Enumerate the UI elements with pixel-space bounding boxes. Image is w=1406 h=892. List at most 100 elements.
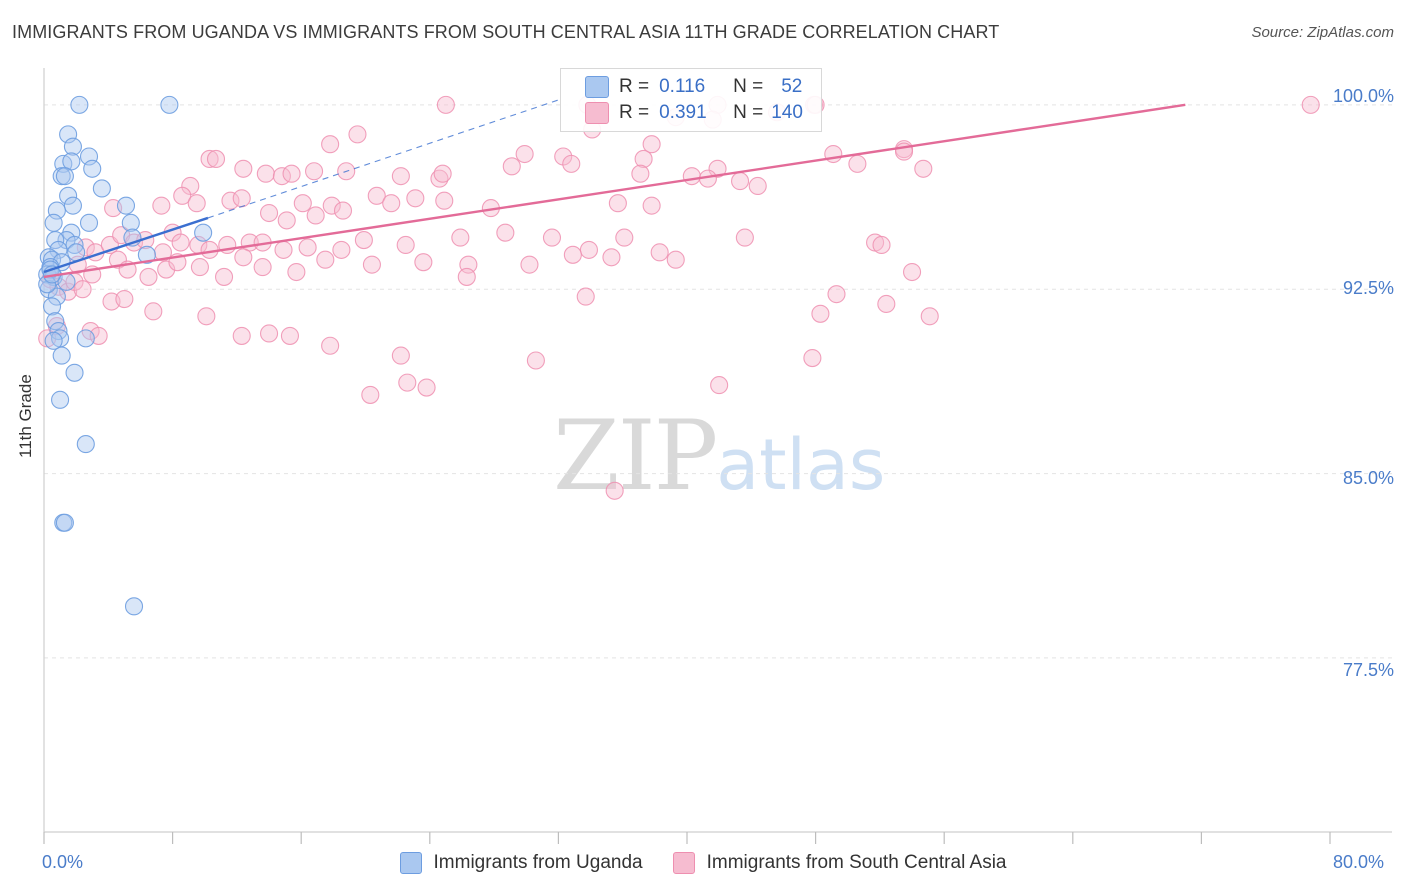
point-south-central-asia-125 xyxy=(920,307,939,326)
series-legend: Immigrants from Uganda Immigrants from S… xyxy=(0,852,1406,874)
legend-n-value-uganda: 52 xyxy=(781,76,803,97)
point-south-central-asia-53 xyxy=(367,186,386,205)
point-uganda-9 xyxy=(55,167,74,186)
legend-swatch-south-central-asia xyxy=(585,102,609,124)
legend-r-label: R = xyxy=(619,102,650,123)
point-south-central-asia-22 xyxy=(708,159,727,178)
point-south-central-asia-80 xyxy=(496,223,515,242)
axes xyxy=(43,68,1392,844)
point-south-central-asia-131 xyxy=(877,294,896,314)
legend-r-value-uganda: 0.116 xyxy=(659,76,706,97)
x-tick-max: 80.0% xyxy=(1333,852,1385,872)
point-uganda-40 xyxy=(44,331,63,350)
point-south-central-asia-74 xyxy=(274,240,293,259)
point-south-central-asia-59 xyxy=(642,196,661,215)
legend-label-uganda: Immigrants from Uganda xyxy=(433,852,643,873)
point-uganda-12 xyxy=(116,196,136,215)
point-south-central-asia-25 xyxy=(206,149,226,168)
point-south-central-asia-13 xyxy=(515,144,534,164)
point-south-central-asia-82 xyxy=(579,240,598,259)
point-south-central-asia-54 xyxy=(382,194,401,213)
point-south-central-asia-138 xyxy=(605,481,624,500)
point-south-central-asia-75 xyxy=(298,238,317,257)
point-south-central-asia-58 xyxy=(608,194,627,213)
point-uganda-22 xyxy=(46,231,65,250)
point-south-central-asia-130 xyxy=(827,285,846,304)
trend-lines xyxy=(43,99,1186,279)
point-south-central-asia-104 xyxy=(520,255,539,274)
point-uganda-35 xyxy=(47,287,66,306)
series-uganda-points xyxy=(38,95,213,616)
y-tick-77-5: 77.5% xyxy=(1342,660,1394,680)
point-south-central-asia-56 xyxy=(435,191,454,210)
point-south-central-asia-120 xyxy=(321,336,340,355)
point-south-central-asia-85 xyxy=(735,228,754,247)
point-south-central-asia-20 xyxy=(502,157,521,176)
point-south-central-asia-21 xyxy=(562,154,581,173)
point-south-central-asia-46 xyxy=(232,189,251,208)
point-south-central-asia-114 xyxy=(115,290,134,309)
point-south-central-asia-112 xyxy=(73,280,92,299)
chart-title: IMMIGRANTS FROM UGANDA VS IMMIGRANTS FRO… xyxy=(12,22,1000,42)
point-south-central-asia-41 xyxy=(152,196,171,215)
point-south-central-asia-19 xyxy=(848,154,867,173)
watermark-zip: ZIP xyxy=(553,400,718,512)
point-south-central-asia-107 xyxy=(666,250,685,269)
point-south-central-asia-84 xyxy=(650,243,669,262)
watermark: ZIPatlas xyxy=(553,400,885,512)
legend-n-label: N = xyxy=(733,76,764,97)
point-uganda-41 xyxy=(76,329,95,348)
point-south-central-asia-36 xyxy=(682,167,701,186)
point-south-central-asia-79 xyxy=(451,228,470,247)
legend-n-label: N = xyxy=(733,102,764,123)
point-south-central-asia-49 xyxy=(293,194,312,213)
point-south-central-asia-101 xyxy=(362,255,381,274)
point-uganda-26 xyxy=(137,245,156,264)
point-uganda-37 xyxy=(46,312,65,331)
point-south-central-asia-12 xyxy=(642,135,661,154)
legend-swatch-uganda xyxy=(585,76,609,98)
point-uganda-45 xyxy=(76,435,95,454)
legend-item-uganda[interactable]: Immigrants from Uganda xyxy=(399,852,643,874)
legend-item-south-central-asia[interactable]: Immigrants from South Central Asia xyxy=(672,852,1006,874)
y-tick-92-5: 92.5% xyxy=(1342,278,1394,298)
point-south-central-asia-123 xyxy=(803,349,822,368)
point-south-central-asia-100 xyxy=(316,250,335,269)
trendline-uganda xyxy=(43,216,209,274)
point-uganda-16 xyxy=(79,213,99,232)
point-south-central-asia-115 xyxy=(144,302,163,321)
point-south-central-asia-50 xyxy=(306,206,325,225)
watermark-atlas: atlas xyxy=(716,424,886,506)
legend-row-uganda: R = 0.116 N = 52 xyxy=(585,75,802,99)
point-south-central-asia-121 xyxy=(391,346,410,365)
point-uganda-10 xyxy=(92,179,111,198)
point-south-central-asia-44 xyxy=(187,194,206,213)
point-south-central-asia-78 xyxy=(396,235,415,255)
point-south-central-asia-76 xyxy=(332,240,351,259)
point-south-central-asia-105 xyxy=(563,245,582,264)
point-south-central-asia-106 xyxy=(602,248,621,267)
point-south-central-asia-133 xyxy=(902,262,922,282)
point-uganda-38 xyxy=(49,321,68,341)
y-tick-85: 85.0% xyxy=(1342,468,1394,488)
point-south-central-asia-24 xyxy=(200,149,219,168)
point-uganda-13 xyxy=(63,196,82,215)
point-south-central-asia-128 xyxy=(361,385,380,404)
point-south-central-asia-102 xyxy=(414,253,433,272)
point-south-central-asia-48 xyxy=(277,211,296,230)
point-uganda-11 xyxy=(59,186,78,205)
point-south-central-asia-52 xyxy=(333,201,353,220)
point-south-central-asia-66 xyxy=(153,243,173,262)
point-south-central-asia-97 xyxy=(234,248,253,267)
point-south-central-asia-99 xyxy=(287,262,306,282)
point-south-central-asia-60 xyxy=(76,238,95,257)
point-south-central-asia-87 xyxy=(872,235,891,255)
point-south-central-asia-119 xyxy=(280,326,299,345)
point-south-central-asia-27 xyxy=(256,164,275,183)
point-uganda-42 xyxy=(52,346,71,365)
point-south-central-asia-98 xyxy=(253,258,272,277)
point-uganda-36 xyxy=(42,297,62,316)
point-uganda-0 xyxy=(70,95,89,114)
point-south-central-asia-96 xyxy=(214,267,234,286)
